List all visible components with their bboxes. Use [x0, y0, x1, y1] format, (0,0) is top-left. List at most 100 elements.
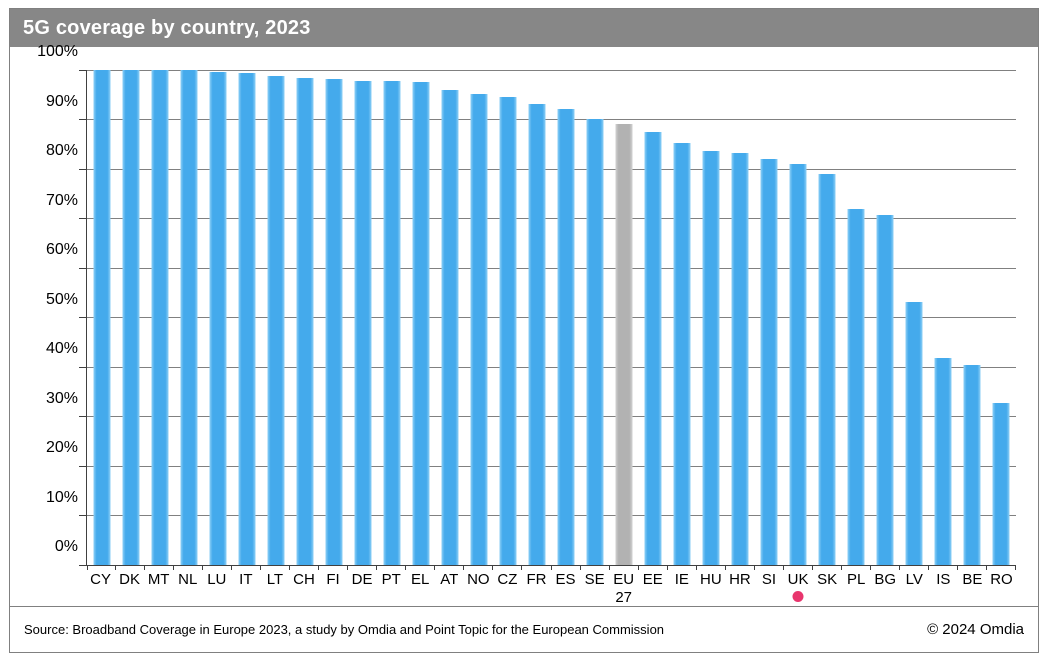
x-axis-tick: [376, 565, 378, 570]
x-axis-category-label: BG: [874, 571, 897, 588]
bar-slot: [610, 71, 639, 570]
gridline: [87, 366, 1016, 368]
x-axis-tick: [550, 565, 552, 570]
y-axis-tick: [79, 366, 87, 368]
y-axis-label: 20%: [45, 439, 78, 456]
bar-slot: [900, 71, 929, 570]
x-axis-tick: [579, 565, 581, 570]
x-axis-tick: [724, 565, 726, 570]
x-axis-category-label: PT: [381, 571, 401, 588]
y-axis-tick: [79, 69, 87, 71]
bar-slot: [726, 71, 755, 570]
x-axis-tick: [869, 565, 871, 570]
bar-slot: [348, 71, 378, 570]
bar: [354, 80, 372, 565]
x-axis-tick: [521, 565, 523, 570]
bar-slot: [377, 71, 407, 570]
x-axis-tick: [1015, 565, 1016, 570]
bar-slot: [174, 70, 204, 570]
bar: [992, 402, 1010, 565]
bar-slot: [842, 71, 871, 570]
y-axis-tick: [79, 119, 87, 120]
y-axis-tick: [79, 168, 87, 170]
x-axis-category-label: CZ: [497, 571, 518, 588]
x-axis-category-label: DE: [351, 571, 373, 588]
x-axis-tick: [405, 565, 407, 570]
bar: [673, 143, 691, 565]
y-axis-label: 30%: [45, 389, 78, 407]
x-axis-tick: [115, 565, 117, 570]
x-axis-category-label: MT: [147, 571, 170, 588]
x-axis-tick: [87, 565, 88, 570]
y-axis-label: 0%: [54, 538, 78, 555]
y-axis-label: 60%: [45, 241, 78, 258]
x-axis-category-label: SI: [761, 571, 777, 588]
bar: [847, 209, 865, 565]
x-axis-category-label: UK: [784, 568, 813, 607]
x-axis-tick: [898, 565, 900, 570]
bar: [963, 364, 981, 565]
x-axis-tick: [202, 565, 204, 570]
y-axis-label: 90%: [45, 92, 78, 110]
x-axis-tick: [956, 565, 958, 570]
x-axis-category-label: NO: [467, 571, 490, 588]
x-axis-category-label: BE: [962, 571, 983, 588]
bar-slot: [493, 71, 523, 570]
x-axis-tick: [347, 565, 349, 570]
bar: [180, 70, 198, 565]
y-axis-label: 50%: [45, 290, 78, 308]
bar-slot: [929, 71, 958, 570]
y-axis-label: 70%: [45, 191, 78, 209]
x-axis-labels: CY DK MT NL LU IT LT CH FI DE PT EL AT NO CZ FR ES SE EU 27…: [86, 568, 1016, 607]
bar-slot: [784, 71, 813, 570]
bar-slot: [319, 71, 349, 570]
bar: [818, 174, 836, 565]
bar: [528, 104, 546, 565]
x-axis-category-label: PL: [846, 571, 866, 588]
gridline: [87, 465, 1016, 467]
x-axis-category-label: HU: [700, 571, 722, 588]
x-axis-category-label: IE: [674, 571, 689, 588]
bar: [412, 81, 430, 565]
gridline: [87, 267, 1016, 269]
x-axis-category-label: CH: [293, 571, 315, 588]
bar: [93, 70, 111, 565]
bar: [702, 151, 720, 565]
bar-slot: [290, 71, 320, 570]
bar-slot: [581, 71, 610, 570]
x-axis-tick: [637, 565, 639, 570]
bar-slot: [261, 71, 291, 570]
x-axis-category-label: NL: [178, 571, 198, 588]
bar: [296, 77, 314, 565]
bar-slot: [697, 71, 726, 570]
bar: [122, 70, 140, 565]
x-axis-tick: [695, 565, 697, 570]
x-axis-category-label: IS: [936, 571, 951, 588]
bar-slot: [232, 71, 262, 570]
y-axis-tick: [79, 416, 87, 417]
bar: [586, 118, 604, 565]
bar: [789, 164, 807, 565]
bar: [383, 80, 401, 565]
bar-slot: [668, 71, 697, 570]
x-axis-tick: [927, 565, 929, 570]
bar-slot: [871, 71, 900, 570]
x-axis-category-label: FI: [326, 571, 340, 588]
y-axis-tick: [79, 317, 87, 318]
bar: [325, 79, 343, 565]
x-axis-tick: [782, 565, 784, 570]
bar: [441, 89, 459, 565]
x-axis-category-label: RO: [990, 571, 1013, 588]
bar-slot: [755, 71, 784, 570]
bar: [209, 72, 227, 565]
chart-title-bar: 5G coverage by country, 2023: [10, 9, 1038, 47]
gridline: [87, 416, 1016, 417]
y-axis-tick: [79, 564, 87, 566]
gridline: [87, 218, 1016, 219]
chart-title: 5G coverage by country, 2023: [23, 16, 311, 39]
y-axis-label: 80%: [45, 142, 78, 159]
bar: [731, 153, 749, 565]
x-axis-tick: [289, 565, 291, 570]
bar: [470, 94, 488, 565]
x-axis-category-label: SK: [817, 571, 838, 588]
